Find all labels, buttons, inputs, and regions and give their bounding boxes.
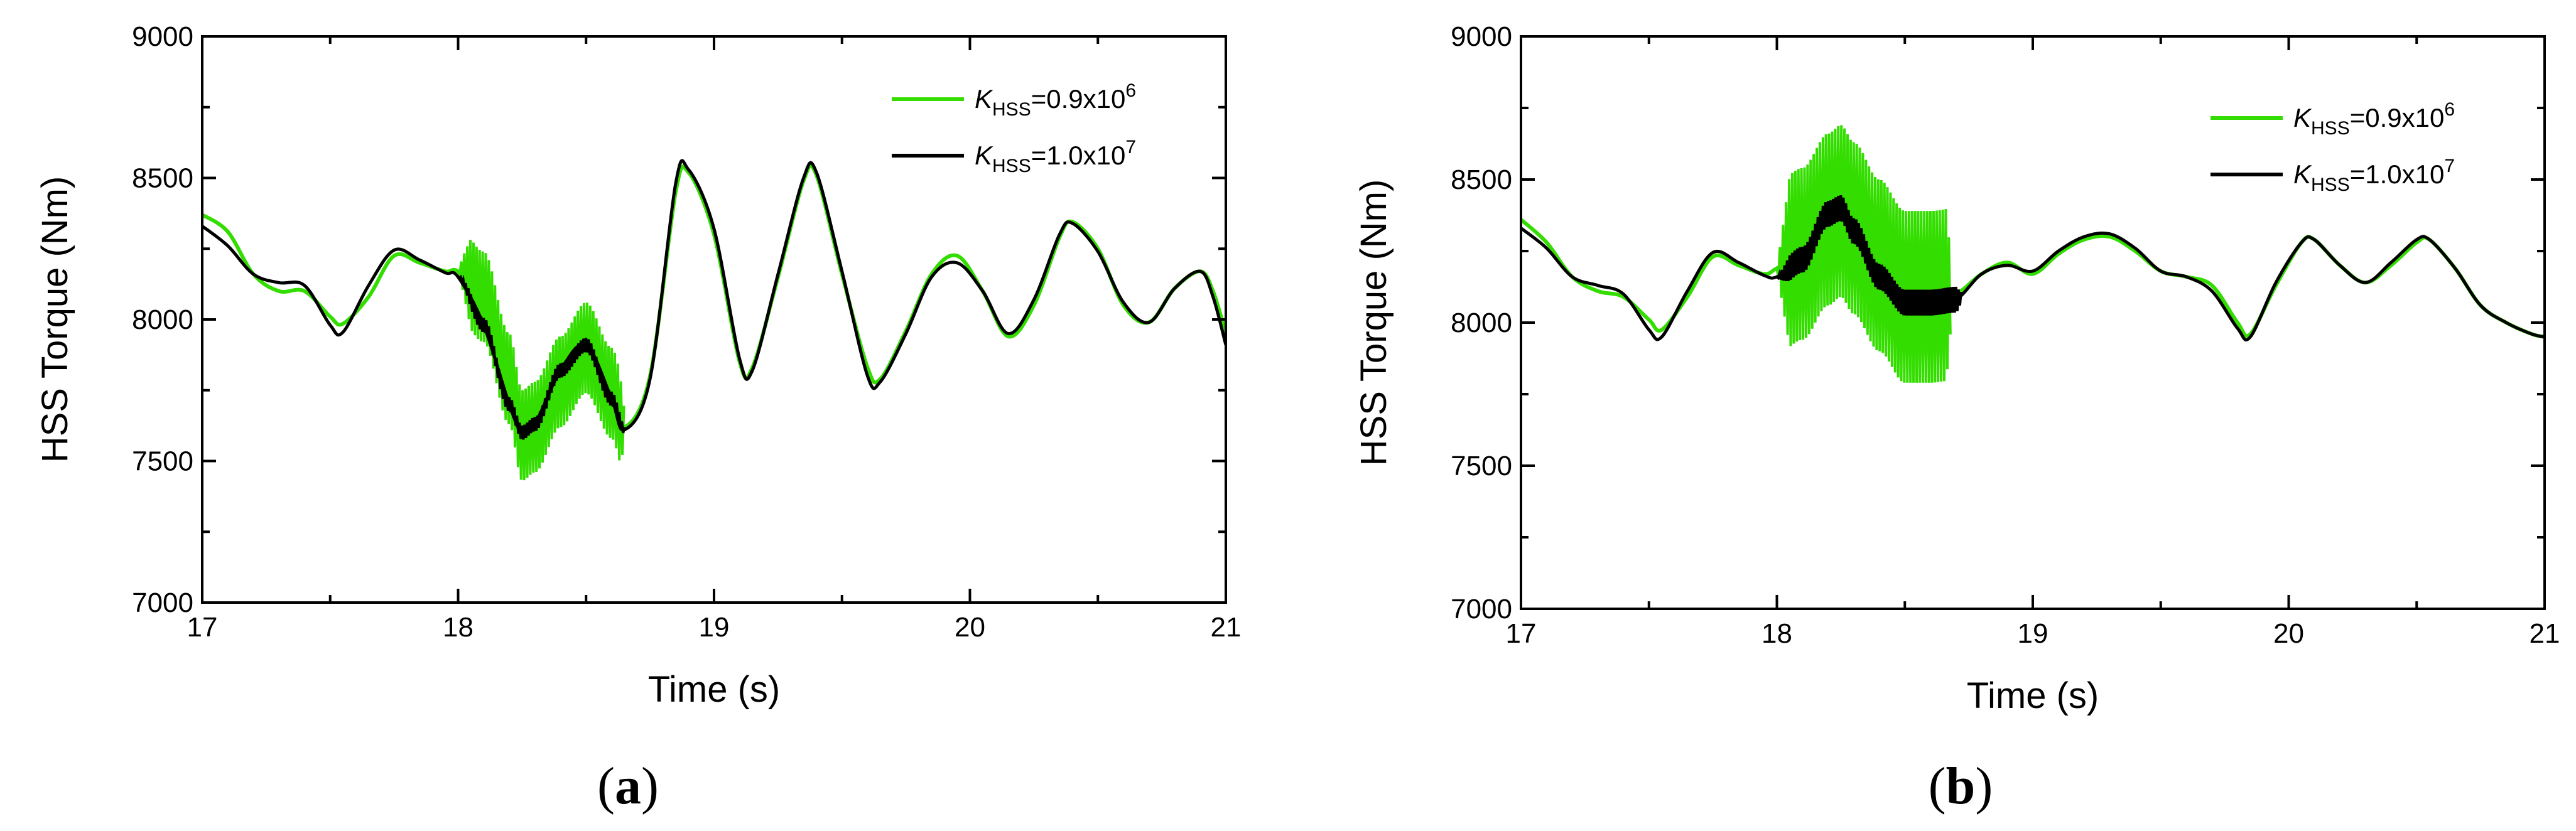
plot-area-b	[1521, 125, 2545, 383]
legend-label: KHSS=0.9x106	[975, 80, 1136, 120]
legend-entry: KHSS=0.9x106	[2211, 99, 2455, 139]
y-ticks-b: 7000 7500 8000 8500 9000	[1451, 21, 2545, 625]
plot-frame-a	[201, 35, 1227, 604]
plot-area-a	[202, 159, 1226, 481]
y-tick-label: 9000	[132, 21, 193, 52]
legend-entry: KHSS=0.9x106	[892, 80, 1136, 120]
y-tick-label: 7000	[1451, 594, 1512, 625]
series-layer-a	[202, 159, 1226, 481]
panel-label-letter-b: b	[1946, 757, 1976, 815]
y-tick-label: 8000	[132, 304, 193, 335]
x-tick-label: 17	[187, 612, 218, 643]
legend-label: KHSS=1.0x107	[975, 137, 1136, 176]
y-axis-title-a: HSS Torque (Nm)	[35, 176, 75, 463]
y-tick-label: 8500	[132, 163, 193, 194]
y-tick-label: 7000	[132, 587, 193, 618]
y-tick-label: 7500	[132, 446, 193, 477]
y-ticks-a: 7000 7500 8000 8500 9000	[132, 21, 1226, 618]
y-tick-label: 9000	[1451, 21, 1512, 52]
legend-a: KHSS=0.9x106 KHSS=1.0x107	[892, 80, 1136, 176]
series-line-k-1.0e7-b	[1521, 205, 2545, 342]
legend-label: KHSS=0.9x106	[2293, 99, 2455, 139]
oscillation-band-k-1.0e7-a	[457, 274, 626, 440]
x-ticks-b: 17 18 19 20 21	[1506, 36, 2560, 649]
x-tick-label: 19	[699, 612, 730, 643]
panel-label-a: (a)	[597, 757, 659, 815]
x-axis-title-b: Time (s)	[1967, 675, 2099, 716]
x-tick-label: 19	[2018, 618, 2048, 649]
x-tick-label: 18	[1762, 618, 1792, 649]
x-ticks-a: 17 18 19 20 21	[187, 36, 1242, 643]
x-tick-label: 20	[2273, 618, 2304, 649]
x-axis-title-a: Time (s)	[648, 669, 780, 710]
series-line-k-0.9e6-a	[202, 163, 1226, 441]
y-tick-label: 8000	[1451, 308, 1512, 338]
y-axis-title-b: HSS Torque (Nm)	[1353, 180, 1394, 466]
axes-a	[201, 35, 1227, 604]
panel-label-b: (b)	[1929, 757, 1993, 815]
series-line-k-1.0e7-a	[202, 159, 1226, 436]
series-layer-b	[1521, 125, 2545, 383]
oscillation-band-k-0.9e6-a	[457, 240, 625, 481]
legend-entry: KHSS=1.0x107	[892, 137, 1136, 176]
legend-label: KHSS=1.0x107	[2293, 156, 2455, 195]
x-tick-label: 17	[1506, 618, 1537, 649]
y-tick-label: 7500	[1451, 451, 1512, 481]
x-tick-label: 21	[2530, 618, 2560, 649]
y-tick-label: 8500	[1451, 164, 1512, 195]
x-tick-label: 20	[955, 612, 985, 643]
panel-label-letter-a: a	[615, 757, 641, 815]
x-tick-label: 21	[1211, 612, 1242, 643]
chart-panel-a: 17 18 19 20 21 7000 7500 8000 8500 9000 Time (s)…	[35, 21, 1241, 815]
legend-b: KHSS=0.9x106 KHSS=1.0x107	[2211, 99, 2455, 195]
oscillation-band-k-1.0e7-b	[1776, 195, 1962, 316]
legend-entry: KHSS=1.0x107	[2211, 156, 2455, 195]
x-tick-label: 18	[443, 612, 474, 643]
chart-panel-b: 17 18 19 20 21 7000 7500 8000 8500 9000 Time (s)…	[1353, 21, 2560, 815]
